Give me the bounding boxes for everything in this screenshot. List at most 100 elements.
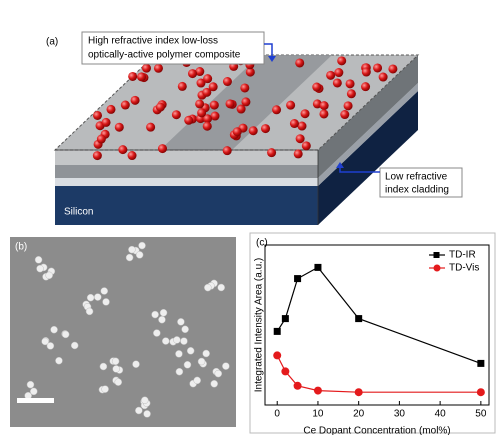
legend-marker (434, 252, 440, 258)
nanoparticle (35, 256, 42, 263)
nanoparticle (87, 294, 94, 301)
particle (184, 116, 193, 125)
nanoparticle (162, 338, 169, 345)
particle (210, 101, 219, 110)
panel-label: (c) (256, 238, 268, 249)
particle (223, 77, 232, 86)
nanoparticle (62, 331, 69, 338)
particle (107, 105, 116, 114)
particle (320, 101, 329, 110)
particle (172, 110, 181, 119)
marker (274, 328, 281, 335)
particle (333, 78, 342, 87)
nanoparticle (136, 251, 143, 258)
particle (326, 71, 335, 80)
particle (302, 141, 311, 150)
particle (286, 101, 295, 110)
particle (158, 144, 167, 153)
particle (154, 64, 163, 73)
x-tick-label: 30 (394, 409, 406, 420)
nanoparticle (103, 298, 110, 305)
nanoparticle (204, 284, 211, 291)
particle (388, 64, 397, 73)
particle (223, 146, 232, 155)
particle (301, 109, 310, 118)
nanoparticle (133, 361, 140, 368)
nanoparticle (139, 242, 146, 249)
y-axis-label: Integrated Intensity Area (a.u.) (254, 258, 265, 393)
particle (261, 124, 270, 133)
nanoparticle (71, 342, 78, 349)
nanoparticle (101, 287, 108, 294)
nanoparticle (173, 336, 180, 343)
particle (115, 123, 124, 132)
particle (233, 127, 242, 136)
nanoparticle (175, 350, 182, 357)
x-tick-label: 0 (274, 409, 280, 420)
particle (137, 72, 146, 81)
particle (195, 99, 204, 108)
particle (362, 68, 371, 77)
waveguide-schematic (55, 55, 418, 225)
particle (340, 110, 349, 119)
nanoparticle (211, 380, 218, 387)
particle (102, 118, 111, 127)
marker (273, 351, 281, 359)
particle (379, 73, 388, 82)
nanoparticle (112, 358, 119, 365)
annotation: High refractive index low-loss (88, 36, 218, 47)
marker (477, 360, 484, 367)
particle (290, 119, 299, 128)
x-axis-label: Ce Dopant Concentration (mol%) (303, 426, 450, 435)
nanoparticle (128, 246, 135, 253)
particle (267, 148, 276, 157)
nanoparticle (30, 388, 37, 395)
particle (241, 97, 250, 106)
particle (346, 79, 355, 88)
nanoparticle (94, 294, 101, 301)
nanoparticle (37, 265, 44, 272)
particle (337, 56, 346, 65)
particle (142, 64, 151, 73)
legend-marker (434, 265, 441, 272)
marker (294, 275, 301, 282)
particle (93, 151, 102, 160)
panel-label: (a) (46, 37, 58, 48)
particle (319, 109, 328, 118)
substrate-label: Silicon (64, 207, 93, 218)
marker (314, 264, 321, 271)
particle (188, 69, 197, 78)
nanoparticle (144, 410, 151, 417)
particle (347, 89, 356, 98)
particle (131, 96, 140, 105)
nanoparticle (46, 272, 53, 279)
marker (355, 315, 362, 322)
nanoparticle (184, 361, 191, 368)
marker (294, 382, 302, 390)
particle (97, 135, 106, 144)
nanoparticle (115, 379, 122, 386)
particle (272, 105, 281, 114)
x-tick-label: 10 (312, 409, 324, 420)
legend-label: TD-Vis (449, 263, 479, 274)
particle (226, 99, 235, 108)
nanoparticle (126, 254, 133, 261)
particle (294, 149, 303, 158)
nanoparticle (55, 357, 62, 364)
nanoparticle (27, 381, 34, 388)
nanoparticle (203, 350, 210, 357)
particle (295, 58, 304, 67)
nanoparticle (141, 397, 148, 404)
nanoparticle (176, 368, 183, 375)
nanoparticle (42, 338, 49, 345)
figure: (a) High refractive index low-loss optic… (0, 0, 497, 435)
particle (121, 101, 130, 110)
panel-label: (b) (15, 242, 27, 253)
nanoparticle (113, 365, 120, 372)
particle (203, 122, 212, 131)
particle (249, 126, 258, 135)
x-tick-label: 40 (435, 409, 447, 420)
marker (477, 388, 485, 396)
nanoparticle (215, 370, 222, 377)
x-tick-label: 20 (353, 409, 365, 420)
